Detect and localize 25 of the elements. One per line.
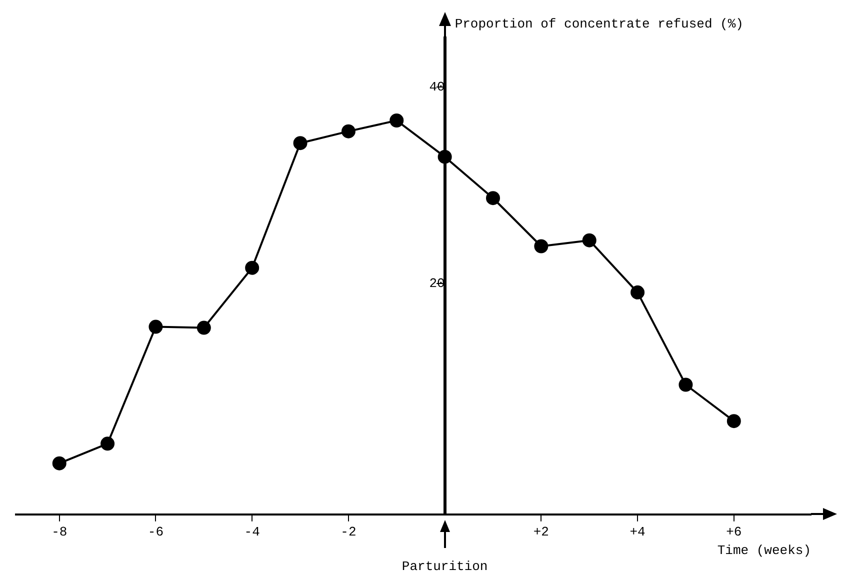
x-tick-label: -8: [52, 524, 68, 540]
point: [582, 233, 596, 248]
point: [100, 436, 115, 451]
point: [390, 114, 404, 128]
point: [148, 320, 163, 334]
x-tick-label: +4: [630, 524, 646, 540]
point: [293, 136, 308, 150]
point: [245, 260, 260, 275]
x-tick-label: -2: [340, 524, 356, 540]
x-tick-label: -4: [244, 524, 260, 540]
point: [726, 414, 741, 428]
point: [52, 456, 66, 470]
x-tick-label: -6: [148, 524, 164, 540]
text: Parturition: [402, 558, 488, 574]
x-tick-label: +6: [726, 524, 742, 540]
point: [678, 378, 693, 392]
x-tick-label: +2: [533, 524, 549, 540]
point: [196, 320, 211, 335]
point: [341, 124, 356, 138]
point: [486, 191, 500, 206]
point: [438, 150, 452, 164]
point: [534, 239, 548, 254]
y-axis-title: Proportion of concentrate refused (%): [454, 16, 744, 32]
point: [630, 285, 645, 300]
x-axis-title: Time (weeks): [717, 542, 811, 558]
